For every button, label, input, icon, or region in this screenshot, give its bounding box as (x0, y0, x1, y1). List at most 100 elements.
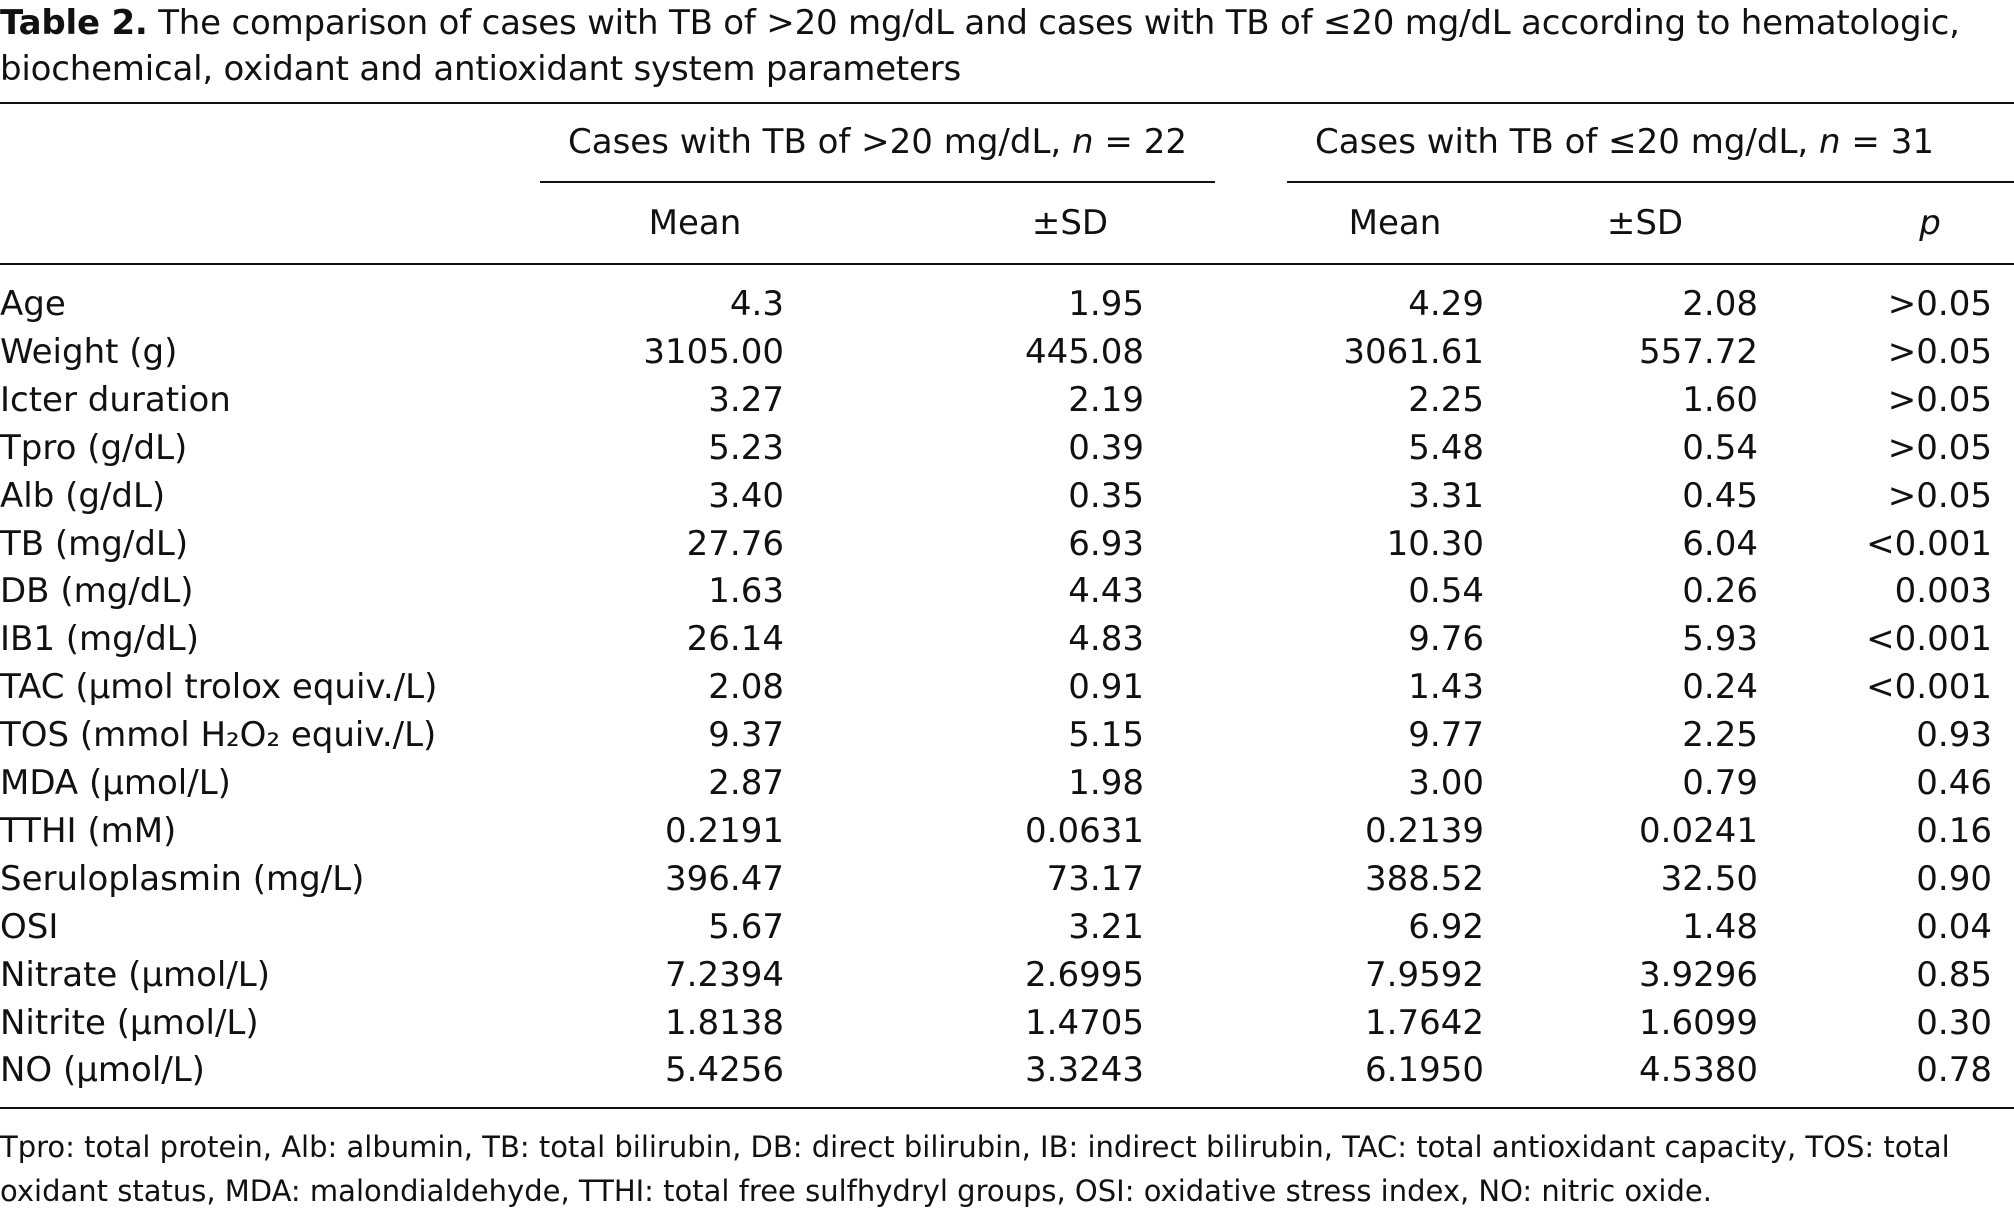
group1-sd: 445.08 (1025, 331, 1144, 372)
mean1-header: Mean (648, 203, 742, 243)
table-row: Alb (g/dL) 3.40 0.35 3.31 0.45 >0.05 (0, 476, 2014, 524)
table-row: Seruloplasmin (mg/L) 396.47 73.17 388.52 32.… (0, 859, 2014, 907)
group2-sd: 0.0241 (1639, 810, 1758, 851)
group2-underline (1287, 181, 2014, 183)
group1-mean: 7.2394 (665, 954, 784, 995)
group1-header: Cases with TB of >20 mg/dL, n = 22 (568, 122, 1187, 162)
p-value: 0.46 (1916, 763, 1992, 803)
table-row: IB1 (mg/dL) 26.14 4.83 9.76 5.93 <0.001 (0, 619, 2014, 667)
group1-mean: 3.27 (708, 379, 784, 420)
group1-mean: 0.2191 (665, 810, 784, 851)
group2-sd: 1.6099 (1639, 1002, 1758, 1043)
sd1-header: ±SD (1031, 203, 1109, 243)
table-label: Table 2. (0, 3, 148, 43)
group1-sd: 4.83 (1068, 619, 1144, 660)
p-value: >0.05 (1887, 331, 1992, 372)
table-row: NO (μmol/L) 5.4256 3.3243 6.1950 4.5380 0.78 (0, 1050, 2014, 1098)
group2-mean: 6.1950 (1365, 1050, 1484, 1091)
group1-mean: 2.87 (708, 763, 784, 803)
group2-sd: 0.45 (1682, 475, 1758, 516)
row-label: Age (0, 284, 66, 324)
row-label: Icter duration (0, 379, 231, 420)
row-label: DB (mg/dL) (0, 571, 194, 612)
p-value: >0.05 (1887, 475, 1992, 516)
group2-mean: 388.52 (1365, 858, 1484, 899)
group1-mean: 3.40 (708, 475, 784, 516)
group1-sd: 5.15 (1068, 715, 1144, 756)
group1-sd: 2.6995 (1025, 954, 1144, 995)
group2-mean: 9.76 (1408, 619, 1484, 660)
p-value: <0.001 (1866, 523, 1992, 564)
group1-mean: 2.08 (708, 667, 784, 708)
p-value: <0.001 (1866, 619, 1992, 660)
row-label: IB1 (mg/dL) (0, 619, 200, 660)
group2-sd: 0.24 (1682, 667, 1758, 708)
group1-mean: 9.37 (708, 715, 784, 756)
group2-sd: 557.72 (1639, 331, 1758, 372)
table-row: Icter duration 3.27 2.19 2.25 1.60 >0.05 (0, 380, 2014, 428)
group1-mean: 26.14 (686, 619, 784, 660)
group2-sd: 6.04 (1682, 523, 1758, 564)
p-value: 0.78 (1916, 1050, 1992, 1091)
p-value: <0.001 (1866, 667, 1992, 708)
table-footnote: Tpro: total protein, Alb: albumin, TB: t… (0, 1130, 1950, 1208)
row-label: TAC (μmol trolox equiv./L) (0, 667, 438, 708)
bottom-rule (0, 1107, 2014, 1109)
p-value: >0.05 (1887, 284, 1992, 324)
row-label: Tpro (g/dL) (0, 427, 188, 468)
group1-sd: 0.0631 (1025, 810, 1144, 851)
group1-mean: 5.23 (708, 427, 784, 468)
group1-mean: 5.4256 (665, 1050, 784, 1091)
group2-sd: 3.9296 (1639, 954, 1758, 995)
group2-mean: 3.31 (1408, 475, 1484, 516)
group2-sd: 2.25 (1682, 715, 1758, 756)
group2-mean: 1.43 (1408, 667, 1484, 708)
group1-sd: 0.39 (1068, 427, 1144, 468)
table-row: TOS (mmol H₂O₂ equiv./L) 9.37 5.15 9.77 2.25… (0, 715, 2014, 763)
group2-sd: 0.79 (1682, 763, 1758, 803)
group2-mean: 0.54 (1408, 571, 1484, 612)
table-row: MDA (μmol/L) 2.87 1.98 3.00 0.79 0.46 (0, 763, 2014, 811)
row-label: TOS (mmol H₂O₂ equiv./L) (0, 715, 437, 756)
p-value: >0.05 (1887, 427, 1992, 468)
row-label: MDA (μmol/L) (0, 763, 231, 803)
p-value: >0.05 (1887, 379, 1992, 420)
p-value: 0.93 (1916, 715, 1992, 756)
row-label: Nitrite (μmol/L) (0, 1002, 259, 1043)
header-rule (0, 263, 2014, 265)
group2-mean: 4.29 (1408, 284, 1484, 324)
group2-mean: 5.48 (1408, 427, 1484, 468)
sd2-header: ±SD (1606, 203, 1684, 243)
table-row: TTHI (mM) 0.2191 0.0631 0.2139 0.0241 0.16 (0, 811, 2014, 859)
group1-mean: 1.63 (708, 571, 784, 612)
group2-mean: 9.77 (1408, 715, 1484, 756)
group1-sd: 2.19 (1068, 379, 1144, 420)
row-label: Weight (g) (0, 331, 178, 372)
group2-mean: 6.92 (1408, 906, 1484, 947)
top-rule (0, 102, 2014, 104)
p-header: p (1919, 203, 1941, 243)
group1-sd: 1.95 (1068, 284, 1144, 324)
table-row: Nitrite (μmol/L) 1.8138 1.4705 1.7642 1.6099… (0, 1003, 2014, 1051)
group1-mean: 3105.00 (643, 331, 784, 372)
p-value: 0.16 (1916, 810, 1992, 851)
group1-sd: 73.17 (1046, 858, 1144, 899)
row-label: Alb (g/dL) (0, 475, 166, 516)
group2-header: Cases with TB of ≤20 mg/dL, n = 31 (1315, 122, 1934, 162)
group2-mean: 2.25 (1408, 379, 1484, 420)
group2-mean: 3.00 (1408, 763, 1484, 803)
table-row: Weight (g) 3105.00 445.08 3061.61 557.72 >0.0… (0, 332, 2014, 380)
group1-sd: 1.4705 (1025, 1002, 1144, 1043)
table-row: Age 4.3 1.95 4.29 2.08 >0.05 (0, 284, 2014, 332)
table-row: Tpro (g/dL) 5.23 0.39 5.48 0.54 >0.05 (0, 428, 2014, 476)
group2-sd: 1.48 (1682, 906, 1758, 947)
table-row: DB (mg/dL) 1.63 4.43 0.54 0.26 0.003 (0, 571, 2014, 619)
group2-sd: 0.26 (1682, 571, 1758, 612)
p-value: 0.30 (1916, 1002, 1992, 1043)
group1-sd: 6.93 (1068, 523, 1144, 564)
group2-sd: 4.5380 (1639, 1050, 1758, 1091)
group1-mean: 396.47 (665, 858, 784, 899)
group1-sd: 3.21 (1068, 906, 1144, 947)
group1-sd: 0.35 (1068, 475, 1144, 516)
row-label: Seruloplasmin (mg/L) (0, 858, 365, 899)
